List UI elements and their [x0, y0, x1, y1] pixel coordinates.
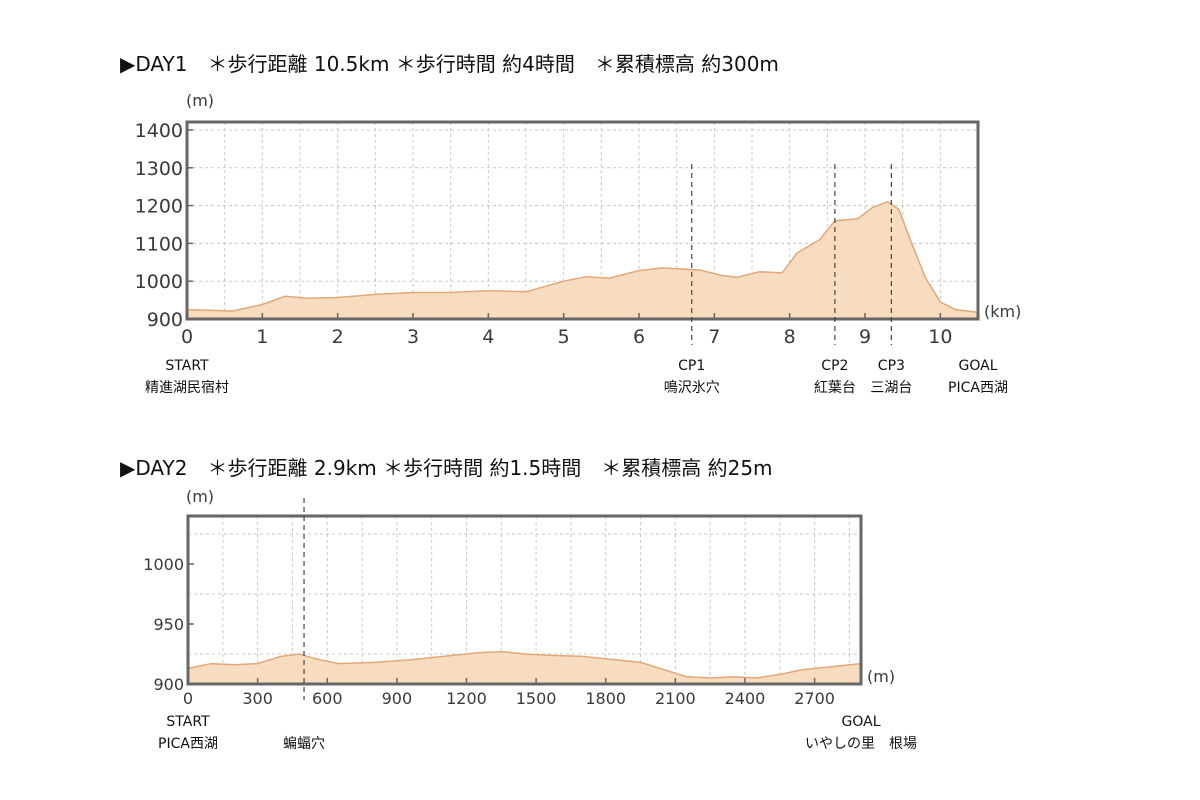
day1-checkpoint-name: PICA西湖 — [948, 380, 1008, 396]
day1-xtick-label: 1 — [256, 326, 268, 348]
day2-checkpoint-name: PICA西湖 — [158, 736, 218, 752]
day1-ytick-label: 1200 — [135, 196, 183, 218]
day1-checkpoint-label: CP2 — [821, 358, 848, 374]
day2-xtick-label: 2400 — [725, 689, 766, 708]
day2-y-unit: (m) — [186, 487, 214, 506]
day1-xtick-label: 7 — [708, 326, 720, 348]
day1-checkpoint-label: GOAL — [959, 358, 998, 374]
day1-xtick-label: 4 — [482, 326, 494, 348]
day2-xtick-label: 2100 — [655, 689, 696, 708]
day2-ytick-label: 950 — [153, 615, 184, 634]
day1-xtick-label: 0 — [181, 326, 193, 348]
day1-y-unit: (m) — [186, 91, 214, 110]
day1-x-unit: (km) — [984, 302, 1021, 321]
day1-xtick-label: 5 — [558, 326, 570, 348]
day2-xtick-label: 0 — [183, 689, 193, 708]
day1-checkpoint-label: START — [165, 358, 209, 374]
day2-xtick-label: 1200 — [446, 689, 487, 708]
day1-checkpoint-name: 三湖台 — [870, 380, 912, 396]
day1-xtick-label: 10 — [928, 326, 952, 348]
day1-ytick-label: 1100 — [135, 233, 183, 255]
day2-xtick-label: 300 — [242, 689, 273, 708]
day1-xtick-label: 2 — [332, 326, 344, 348]
day1-xtick-label: 8 — [784, 326, 796, 348]
day2-xtick-label: 1500 — [516, 689, 557, 708]
day2-xtick-label: 1800 — [585, 689, 626, 708]
day1-checkpoint-name: 紅葉台 — [814, 380, 856, 396]
day1-xtick-label: 9 — [859, 326, 871, 348]
day1-checkpoint-name: 鳴沢氷穴 — [664, 380, 720, 396]
day1-xtick-label: 3 — [407, 326, 419, 348]
day2-checkpoint-name: 蝙蝠穴 — [283, 736, 325, 752]
day2-xtick-label: 600 — [312, 689, 343, 708]
day2-xtick-label: 900 — [382, 689, 413, 708]
day2-checkpoint-label: START — [166, 714, 210, 730]
day1-elevation-chart: 0 1 2 3 4 5 6 7 8 9 10 900 1000 1100 1200 1300 1400(m) (k… — [135, 91, 1022, 396]
day2-title: ▶DAY2 ＊歩行距離 2.9km ＊歩行時間 約1.5時間 ＊累積標高 約25… — [120, 456, 773, 480]
day2-elevation-chart: 0 300 600 900 1200 1500 1800 2100 2400 2700 900 950… — [143, 487, 917, 752]
day1-ytick-label: 1000 — [135, 271, 183, 293]
day2-elevation-area — [188, 651, 861, 684]
day1-ytick-label: 900 — [147, 309, 183, 331]
day2-elevation-line — [187, 650, 862, 679]
day2-plot-frame — [186, 514, 863, 686]
day2-checkpoint-name: いやしの里 根場 — [805, 736, 917, 752]
day1-ytick-label: 1300 — [135, 158, 183, 180]
day2-xtick-label: 2700 — [794, 689, 835, 708]
day2-x-unit: (m) — [867, 667, 895, 686]
day1-title: ▶DAY1 ＊歩行距離 10.5km ＊歩行時間 約4時間 ＊累積標高 約300… — [120, 52, 779, 76]
day1-xtick-label: 6 — [633, 326, 645, 348]
day1-checkpoint-label: CP3 — [878, 358, 905, 374]
day1-elevation-area — [187, 201, 978, 319]
day2-checkpoint-label: GOAL — [842, 714, 881, 730]
day2-ytick-label: 900 — [153, 675, 184, 694]
day1-ytick-label: 1400 — [135, 120, 183, 142]
day2-ytick-label: 1000 — [143, 555, 184, 574]
day1-plot-frame — [185, 120, 980, 321]
day1-checkpoint-name: 精進湖民宿村 — [145, 379, 229, 396]
day1-checkpoint-label: CP1 — [678, 358, 705, 374]
